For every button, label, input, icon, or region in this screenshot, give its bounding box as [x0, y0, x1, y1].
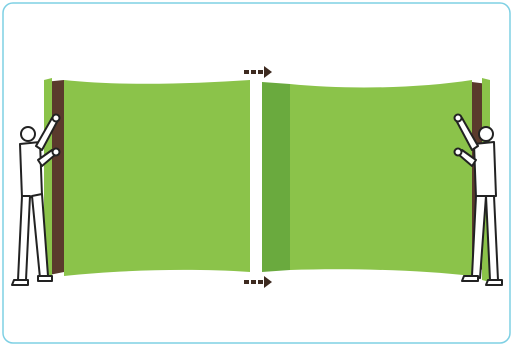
person-pulling-icon — [11, 113, 61, 286]
right-backdrop-panel — [262, 78, 490, 282]
right-panel-face — [290, 80, 472, 276]
person-pulling-icon — [453, 113, 503, 286]
left-backdrop-panel — [44, 78, 250, 282]
right-panel-fold — [262, 82, 290, 272]
dashed-arrow-right-icon — [244, 276, 272, 288]
dashed-arrow-right-icon — [244, 66, 272, 78]
left-panel-face — [64, 80, 250, 276]
